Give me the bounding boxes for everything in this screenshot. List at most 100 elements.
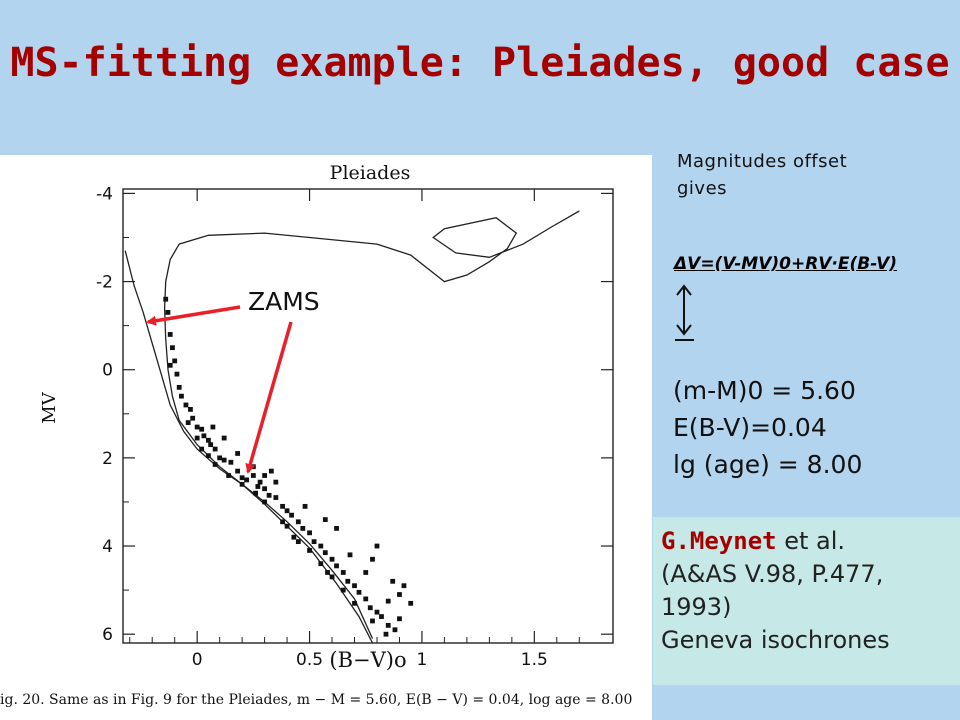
reference-citation-2: 1993): [661, 593, 732, 621]
star-point: [385, 622, 391, 628]
result-reddening: E(B-V)=0.04: [673, 413, 827, 442]
star-point: [250, 473, 256, 478]
star-point: [379, 614, 384, 619]
reference-author-suffix: et al.: [776, 527, 846, 555]
star-point: [291, 534, 297, 540]
reference-citation-1: (A&AS V.98, P.477,: [661, 560, 884, 588]
star-point: [226, 473, 232, 478]
star-point: [170, 345, 175, 351]
star-point: [165, 310, 171, 315]
star-point: [172, 358, 178, 364]
star-point: [212, 462, 218, 467]
x-tick-labels: 0 0.5 1 1.5: [192, 650, 548, 670]
axis-ticks: [123, 189, 613, 643]
star-point: [257, 479, 263, 485]
star-point: [239, 475, 245, 481]
star-point: [262, 486, 268, 492]
offset-text: Magnitudes offset gives: [677, 148, 927, 202]
star-point: [385, 598, 391, 604]
star-point: [392, 627, 398, 633]
y-tick-labels: -4 -2 0 2 4 6: [96, 184, 113, 645]
star-point: [311, 539, 317, 545]
star-point: [334, 525, 339, 531]
star-point: [206, 437, 211, 443]
reference-authors: G.Meynet et al.: [661, 525, 890, 558]
star-point: [201, 433, 207, 439]
star-point: [370, 556, 375, 562]
star-point: [300, 525, 306, 531]
star-point: [217, 455, 223, 461]
star-point: [334, 563, 339, 569]
star-point: [408, 600, 414, 606]
star-point: [174, 371, 180, 377]
result-distance-modulus: (m-M)0 = 5.60: [673, 376, 856, 405]
star-point: [210, 424, 216, 430]
star-point: [273, 495, 279, 500]
zams-label: ZAMS: [248, 287, 320, 316]
star-point: [235, 468, 241, 474]
y-tick-label: 4: [102, 537, 113, 557]
star-point: [374, 543, 380, 549]
star-point: [318, 561, 324, 567]
star-point: [302, 503, 308, 509]
star-point: [255, 484, 261, 489]
star-point: [185, 420, 191, 426]
star-point: [280, 519, 285, 525]
star-point: [295, 519, 301, 525]
x-tick-label: 1: [417, 650, 428, 670]
y-tick-label: 2: [102, 449, 113, 469]
isochrone-curve: [163, 210, 580, 644]
star-point: [208, 442, 214, 448]
chart-title: Pleiades: [330, 162, 411, 184]
star-point: [363, 570, 369, 575]
x-axis-label: (B−V)o: [329, 648, 406, 672]
star-point: [383, 631, 389, 637]
star-point: [322, 517, 328, 522]
y-tick-label: 6: [102, 625, 113, 645]
star-point: [390, 578, 396, 584]
figure-caption: ig. 20. Same as in Fig. 9 for the Pleiad…: [0, 692, 633, 708]
star-point: [199, 446, 205, 452]
star-point: [221, 435, 227, 441]
star-point: [352, 600, 357, 606]
offset-line-1: Magnitudes offset: [677, 151, 848, 172]
star-point: [307, 548, 312, 553]
star-point: [206, 453, 211, 459]
star-point: [367, 605, 373, 611]
star-point: [273, 479, 279, 485]
reference-text: G.Meynet et al. (A&AS V.98, P.477, 1993)…: [661, 525, 890, 657]
star-point: [289, 512, 294, 518]
star-point: [322, 550, 328, 556]
star-point: [221, 457, 227, 463]
star-point: [284, 508, 290, 514]
reference-box: G.Meynet et al. (A&AS V.98, P.477, 1993)…: [653, 517, 960, 685]
star-point: [239, 481, 245, 487]
star-point: [235, 451, 241, 456]
star-point: [266, 492, 272, 498]
star-point: [183, 402, 189, 408]
x-tick-label: 1.5: [521, 650, 548, 670]
star-point: [194, 424, 200, 430]
star-point: [179, 393, 184, 399]
y-tick-label: 0: [102, 361, 113, 381]
star-point: [329, 574, 335, 580]
distance-formula: ΔV=(V-MV)0+RV·E(B-V): [674, 254, 898, 274]
double-arrow-icon: [675, 284, 694, 341]
star-point: [352, 583, 357, 589]
star-point: [374, 609, 380, 615]
star-point: [325, 570, 330, 575]
star-point: [280, 503, 285, 509]
star-point: [329, 556, 335, 562]
plot-frame: [122, 188, 614, 644]
star-point: [188, 406, 193, 412]
x-tick-label: 0.5: [296, 650, 323, 670]
slide-title: MS-fitting example: Pleiades, good case: [10, 40, 950, 86]
star-point: [356, 589, 362, 595]
star-point: [318, 543, 324, 549]
result-age: lg (age) = 8.00: [673, 450, 863, 479]
star-point: [190, 415, 196, 421]
curves: [124, 210, 580, 644]
star-point: [262, 499, 268, 505]
star-point: [194, 435, 200, 441]
reference-citation-3: Geneva isochrones: [661, 626, 890, 654]
